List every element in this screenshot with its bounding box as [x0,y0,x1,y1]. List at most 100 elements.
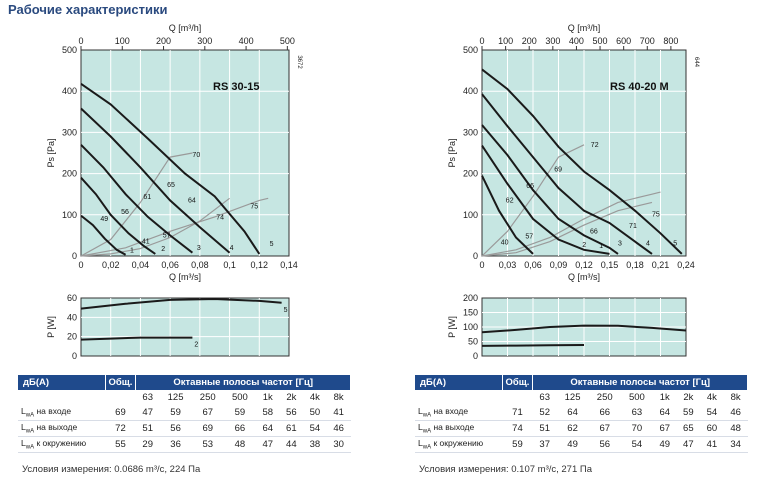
top-tick-label: 200 [522,36,537,46]
table-cell: 64 [556,405,589,421]
fan-curve [481,93,653,255]
table-cell: 49 [556,436,589,453]
row-general: 74 [502,420,533,437]
table-cell: 63 [620,405,653,421]
top-tick-label: 700 [640,36,655,46]
top-tick-label: 400 [569,36,584,46]
y-tick-label: 100 [62,210,77,220]
y-tick-label: 0 [72,251,77,261]
side-code: 644 [693,57,699,68]
curve-label: 4 [646,240,650,247]
table-cell: 51 [135,420,160,437]
power-y-tick-label: 0 [72,351,77,361]
table-cell: 50 [303,405,327,421]
sound-level-annotation: 57 [525,234,533,241]
sound-level-annotation: 69 [554,167,562,174]
top-tick-label: 100 [498,36,513,46]
freq-cell: 8k [730,392,741,403]
x-tick-label: 0,14 [280,260,298,270]
row-label: LwA к окружению [18,436,105,453]
system-curve [481,144,585,257]
x-tick-label: 0 [78,260,83,270]
measurement-conditions-left: Условия измерения: 0.0686 m³/с, 224 Па [22,464,201,475]
top-tick-label: 500 [593,36,608,46]
table-cell: 59 [676,405,701,421]
freq-cell: 1k [262,392,273,403]
table-cell: 48 [223,436,256,453]
top-tick-label: 800 [663,36,678,46]
chart-title: RS 30-15 [213,81,259,93]
header-general: Общ. [502,375,534,390]
fan-curve [80,177,156,255]
top-tick-label: 0 [479,36,484,46]
system-curve [481,201,653,257]
freq-cell: 63 [539,392,550,403]
freq-cell: 500 [628,392,645,403]
y-tick-label: 200 [463,169,478,179]
top-tick-label: 600 [616,36,631,46]
power-curve-label: 2 [194,342,198,349]
x-tick-label: 0,06 [161,260,179,270]
power-y-axis-label: P [W] [447,316,457,338]
curve-label: 5 [270,241,274,248]
curve-label: 4 [230,245,234,252]
power-plot-area [80,297,290,357]
row-general: 55 [105,436,136,453]
x-tick-label: 0,06 [524,260,542,270]
table-row: LwA на выходе 74 51 62 67 70 67 65 60 48 [415,420,748,437]
y-tick-label: 300 [463,127,478,137]
freq-row: 63 125 250 500 1k 2k 4k 8k [18,390,351,405]
y-tick-label: 200 [62,169,77,179]
power-y-tick-label: 20 [67,332,77,342]
table-cell: 69 [191,420,224,437]
table-cell: 38 [303,436,327,453]
table-cell: 59 [223,405,256,421]
table-row: LwA к окружению 55 29 36 53 48 47 44 38 … [18,436,351,453]
power-y-tick-label: 0 [473,351,478,361]
table-cell: 54 [620,436,653,453]
sound-level-annotation: 70 [192,152,200,159]
table-cell: 64 [652,405,677,421]
table-cell: 41 [700,436,724,453]
x-tick-label: 0,04 [132,260,150,270]
freq-cell: 8k [333,392,344,403]
curve-label: 1 [599,243,603,250]
table-cell: 46 [326,420,351,437]
fan-chart-right: 0 0,03 0,06 0,09 0,12 0,15 0,18 0,21 0,240100200… [447,23,699,361]
table-cell: 47 [676,436,701,453]
table-cell: 53 [191,436,224,453]
x-tick-label: 0,18 [626,260,644,270]
sound-level-annotation: 71 [629,223,637,230]
sound-level-annotation: 41 [142,239,150,246]
sound-level-annotation: 49 [100,216,108,223]
y-tick-label: 0 [473,251,478,261]
table-cell: 34 [723,436,748,453]
freq-cell: 1k [659,392,670,403]
freq-cell: 125 [167,392,184,403]
freq-cell: 4k [706,392,717,403]
system-curve [481,191,661,257]
table-cell: 46 [723,405,748,421]
table-cell: 56 [588,436,621,453]
freq-row: 63 125 250 500 1k 2k 4k 8k [415,390,748,405]
curve-label: 2 [161,246,165,253]
y-tick-label: 500 [62,45,77,55]
power-y-axis-label: P [W] [46,316,56,338]
x-axis-label: Q [m³/s] [568,272,600,282]
x-tick-label: 0 [479,260,484,270]
x-tick-label: 0,02 [102,260,120,270]
table-cell: 60 [700,420,724,437]
table-cell: 62 [556,420,589,437]
fan-curve [80,107,231,254]
header-general: Общ. [105,375,137,390]
curve-label: 5 [673,240,677,247]
power-curve [80,336,193,341]
table-cell: 36 [159,436,192,453]
power-y-tick-label: 100 [463,322,478,332]
table-cell: 30 [326,436,351,453]
table-cell: 47 [255,436,280,453]
y-tick-label: 100 [463,210,478,220]
x-tick-label: 0,09 [550,260,568,270]
header-db: дБ(А) [18,375,106,390]
fan-curve [80,144,194,254]
